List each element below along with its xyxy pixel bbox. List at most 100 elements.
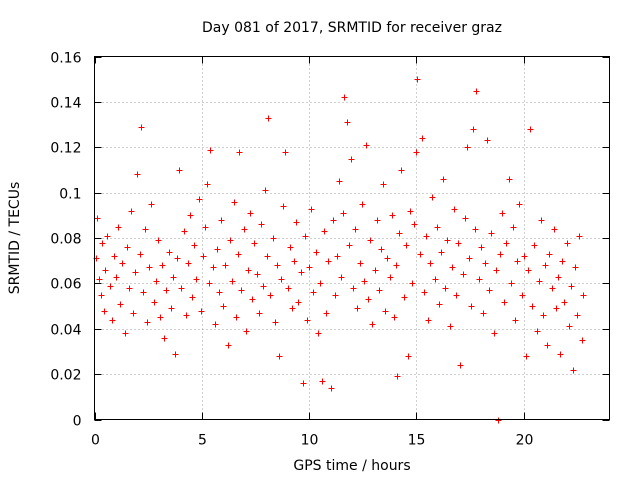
data-point [310,289,317,296]
data-point [170,274,177,281]
y-tick-label: 0.1 [59,187,81,203]
data-point [579,337,586,344]
data-point [369,321,376,328]
data-point [231,199,238,206]
data-point [285,285,292,292]
y-tick-label: 0.12 [50,141,81,157]
data-point [308,206,315,213]
data-point [243,328,250,335]
data-point [540,312,547,319]
data-point [132,269,139,276]
data-point [267,292,274,299]
data-point [207,147,214,154]
data-point [134,171,141,178]
data-point [376,287,383,294]
data-point [291,258,298,265]
data-point [265,115,272,122]
data-point [235,251,242,258]
data-point [295,299,302,306]
data-point [534,328,541,335]
data-point [101,308,108,315]
data-point [181,228,188,235]
data-point [407,208,414,215]
data-point [227,237,234,244]
data-point [289,305,296,312]
data-point [476,276,483,283]
data-point [493,267,500,274]
grid [94,56,610,420]
data-point [202,224,209,231]
data-point [449,264,456,271]
data-point [432,276,439,283]
data-point [365,296,372,303]
data-point [564,240,571,247]
data-point [185,260,192,267]
data-point [382,308,389,315]
data-point [484,137,491,144]
data-point [536,278,543,285]
data-point [216,289,223,296]
data-point [486,287,493,294]
data-point [359,201,366,208]
data-point [222,262,229,269]
data-point [341,94,348,101]
data-point [393,262,400,269]
data-point [350,285,357,292]
data-point [274,262,281,269]
data-point [238,287,245,294]
data-point [348,156,355,163]
data-point [272,319,279,326]
data-point [260,283,267,290]
data-point [302,233,309,240]
data-point [555,274,562,281]
data-point [499,210,506,217]
data-point [146,264,153,271]
x-tick-label: 0 [91,433,100,449]
data-point [531,242,538,249]
data-point [245,267,252,274]
data-points [93,76,587,424]
data-point [549,285,556,292]
data-point [206,280,213,287]
data-point [151,299,158,306]
data-point [163,287,170,294]
data-point [352,226,359,233]
data-point [510,224,517,231]
data-point [99,240,106,247]
data-point [457,362,464,369]
data-point [419,135,426,142]
data-point [453,292,460,299]
data-point [455,240,462,247]
data-point [482,260,489,267]
data-point [411,221,418,228]
data-point [280,203,287,210]
data-point [478,244,485,251]
data-point [460,271,467,278]
data-point [488,230,495,237]
data-point [168,305,175,312]
data-point [109,317,116,324]
data-point [389,212,396,219]
data-point [427,260,434,267]
data-point [514,258,521,265]
data-point [544,342,551,349]
data-point [423,233,430,240]
data-point [361,278,368,285]
data-point [574,312,581,319]
data-point [380,181,387,188]
data-point [413,149,420,156]
data-point [440,176,447,183]
data-point [451,206,458,213]
data-point [468,303,475,310]
data-point [218,217,225,224]
data-point [405,353,412,360]
data-point [519,292,526,299]
data-point [444,237,451,244]
data-point [176,167,183,174]
data-point [178,285,185,292]
data-point [193,276,200,283]
data-point [247,210,254,217]
data-point [196,196,203,203]
data-point [233,314,240,321]
data-point [204,181,211,188]
